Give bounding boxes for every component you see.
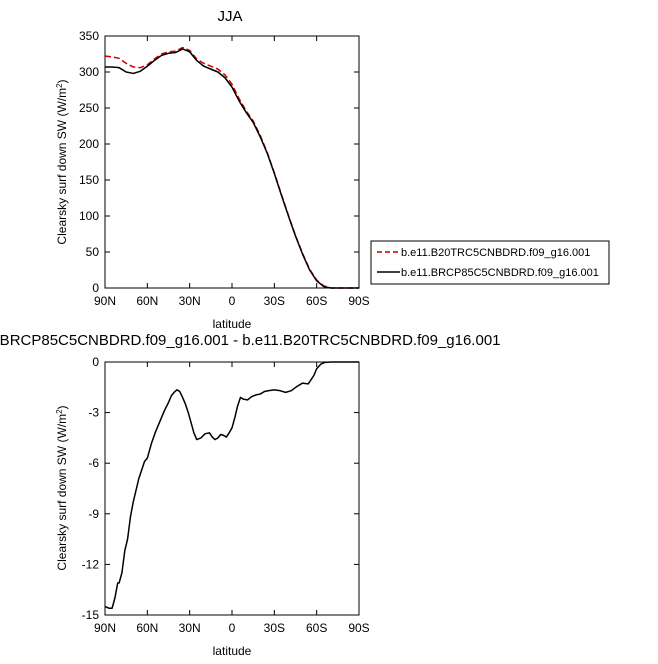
top-axis-ticks: 90N 60N 30N 0 30S 60S 90S 0 50 100 150 200 250 300 350: [79, 29, 370, 308]
y-tick-label: 50: [86, 245, 100, 259]
bottom-axis-ticks: 90N 60N 30N 0 30S 60S 90S 0 -3 -6 -9 -12 -15: [82, 355, 370, 635]
top-series-layer: [104, 46, 359, 289]
series-line-1-0: [104, 361, 359, 609]
legend-box: [370, 240, 610, 285]
y-tick-label: -6: [88, 456, 99, 470]
y-tick-label: 150: [79, 173, 99, 187]
y-tick-label: 200: [79, 137, 99, 151]
x-tick-label: 30S: [264, 294, 285, 308]
y-tick-label: 0: [92, 355, 99, 369]
legend-label-rcp85: b.e11.BRCP85C5CNBDRD.f09_g16.001: [401, 267, 599, 279]
bottom-plot-frame: [104, 361, 360, 616]
x-tick-label: 60S: [306, 621, 327, 635]
legend: b.e11.B20TRC5CNBDRD.f09_g16.001 b.e11.BR…: [370, 240, 610, 285]
y-tick-label: 0: [92, 281, 99, 295]
x-tick-label: 60N: [136, 621, 158, 635]
x-tick-label: 60S: [306, 294, 327, 308]
bottom-plot: .BRCP85C5CNBDRD.f09_g16.001 - b.e11.B20T…: [0, 332, 500, 658]
series-line-0-0: [104, 46, 359, 289]
y-tick-label: -12: [82, 557, 100, 571]
y-tick-label: 350: [79, 29, 99, 43]
bottom-y-axis-title: Clearsky surf down SW (W/m2): [55, 405, 70, 570]
x-tick-label: 30N: [179, 621, 201, 635]
x-tick-label: 90N: [94, 294, 116, 308]
bottom-plot-title: .BRCP85C5CNBDRD.f09_g16.001 - b.e11.B20T…: [0, 332, 500, 349]
x-tick-label: 30N: [179, 294, 201, 308]
top-plot: JJA 90N 60N 30N 0 30S 60S 90S 0 50 100 150 200 250 30…: [55, 8, 370, 331]
x-tick-label: 0: [229, 294, 236, 308]
y-tick-label: 300: [79, 65, 99, 79]
y-tick-label: 250: [79, 101, 99, 115]
y-tick-label: 100: [79, 209, 99, 223]
top-y-axis-title: Clearsky surf down SW (W/m2): [55, 79, 70, 244]
x-tick-label: 0: [229, 621, 236, 635]
x-tick-label: 90S: [348, 294, 369, 308]
x-tick-label: 60N: [136, 294, 158, 308]
series-line-0-1: [105, 48, 359, 289]
y-tick-label: -3: [88, 406, 99, 420]
x-tick-label: 90S: [348, 621, 369, 635]
top-plot-title: JJA: [217, 8, 242, 25]
bottom-x-axis-title: latitude: [213, 644, 252, 658]
x-tick-label: 30S: [264, 621, 285, 635]
legend-label-historical: b.e11.B20TRC5CNBDRD.f09_g16.001: [401, 247, 590, 259]
y-tick-label: -15: [82, 608, 100, 622]
x-tick-label: 90N: [94, 621, 116, 635]
top-plot-frame: [104, 35, 360, 289]
y-tick-label: -9: [88, 507, 99, 521]
bottom-series-layer: [104, 361, 359, 609]
top-x-axis-title: latitude: [213, 317, 252, 331]
